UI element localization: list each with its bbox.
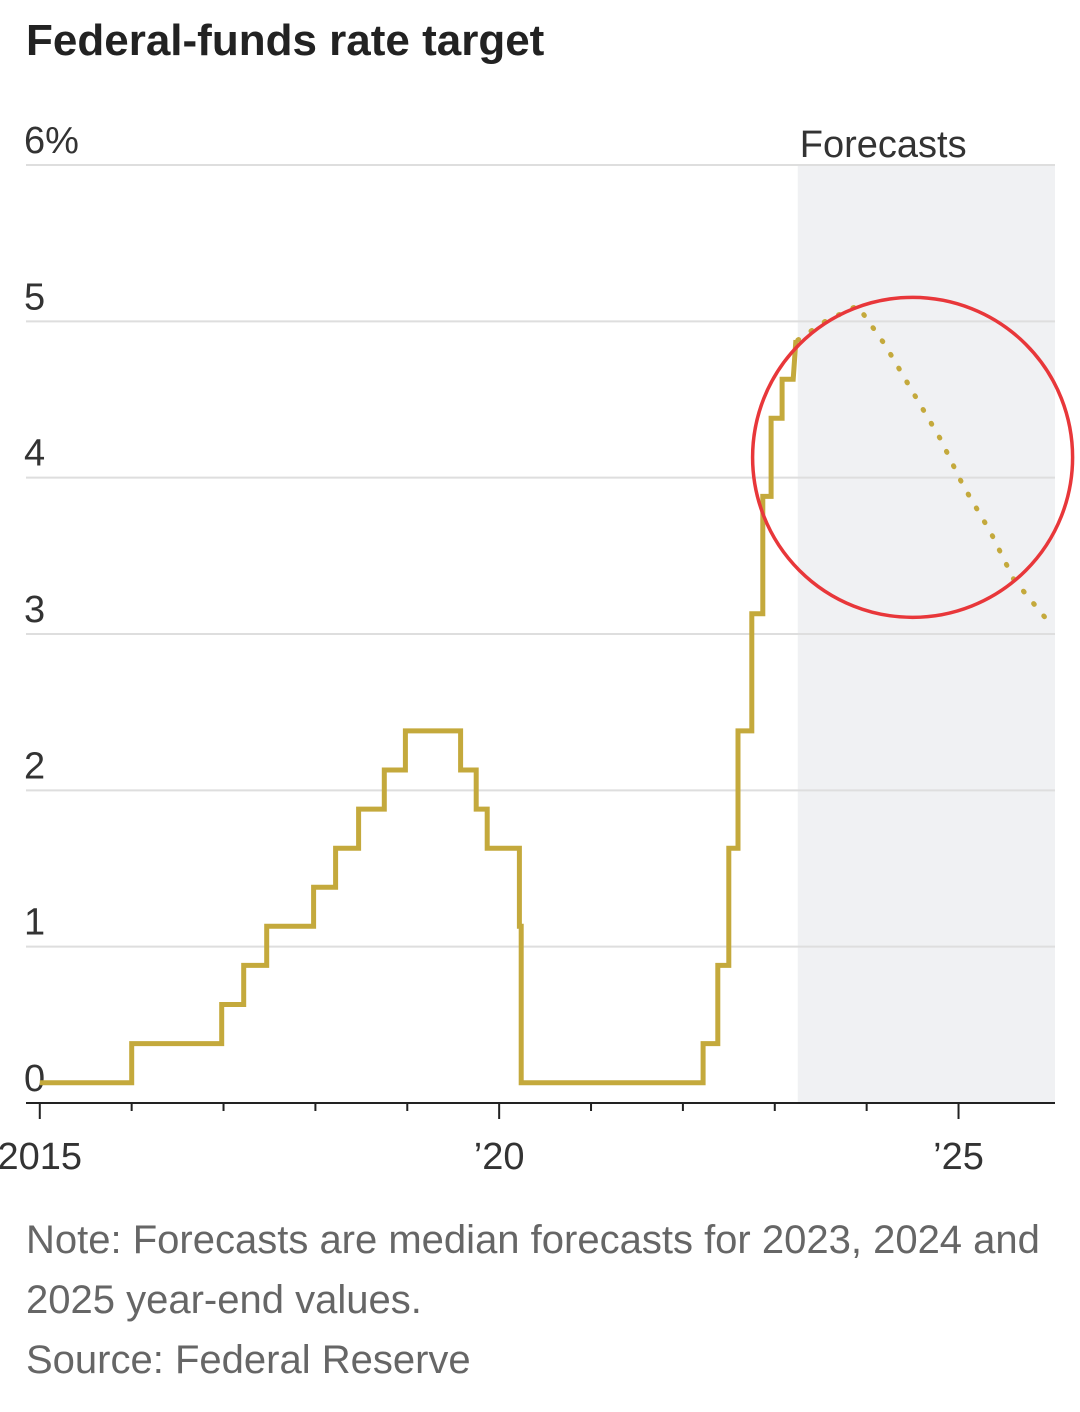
chart-note: Note: Forecasts are median forecasts for… <box>26 1218 1040 1322</box>
x-tick-label: ’20 <box>474 1136 525 1178</box>
y-tick-label: 6% <box>24 120 79 162</box>
forecast-label: Forecasts <box>800 124 967 166</box>
x-tick-label: ’25 <box>933 1136 984 1178</box>
annotation-circle <box>750 295 1075 620</box>
x-axis-ticks: 2015 ’20 ’25 <box>0 1103 984 1178</box>
y-tick-label: 5 <box>24 276 45 318</box>
chart-source: Source: Federal Reserve <box>26 1338 471 1382</box>
y-tick-label: 2 <box>24 745 45 787</box>
y-tick-label: 0 <box>24 1058 45 1100</box>
y-tick-label: 4 <box>24 433 45 475</box>
y-tick-label: 3 <box>24 589 45 631</box>
rate-step-line <box>39 339 799 1086</box>
chart-title: Federal-funds rate target <box>26 16 545 65</box>
chart: Forecasts 0 1 2 3 4 5 6% 2015 ’20 ’25 <box>0 120 1075 1178</box>
y-axis-labels: 0 1 2 3 4 5 6% <box>24 120 79 1100</box>
gridlines <box>26 164 1055 948</box>
y-tick-label: 1 <box>24 902 45 944</box>
x-tick-label: 2015 <box>0 1136 82 1178</box>
